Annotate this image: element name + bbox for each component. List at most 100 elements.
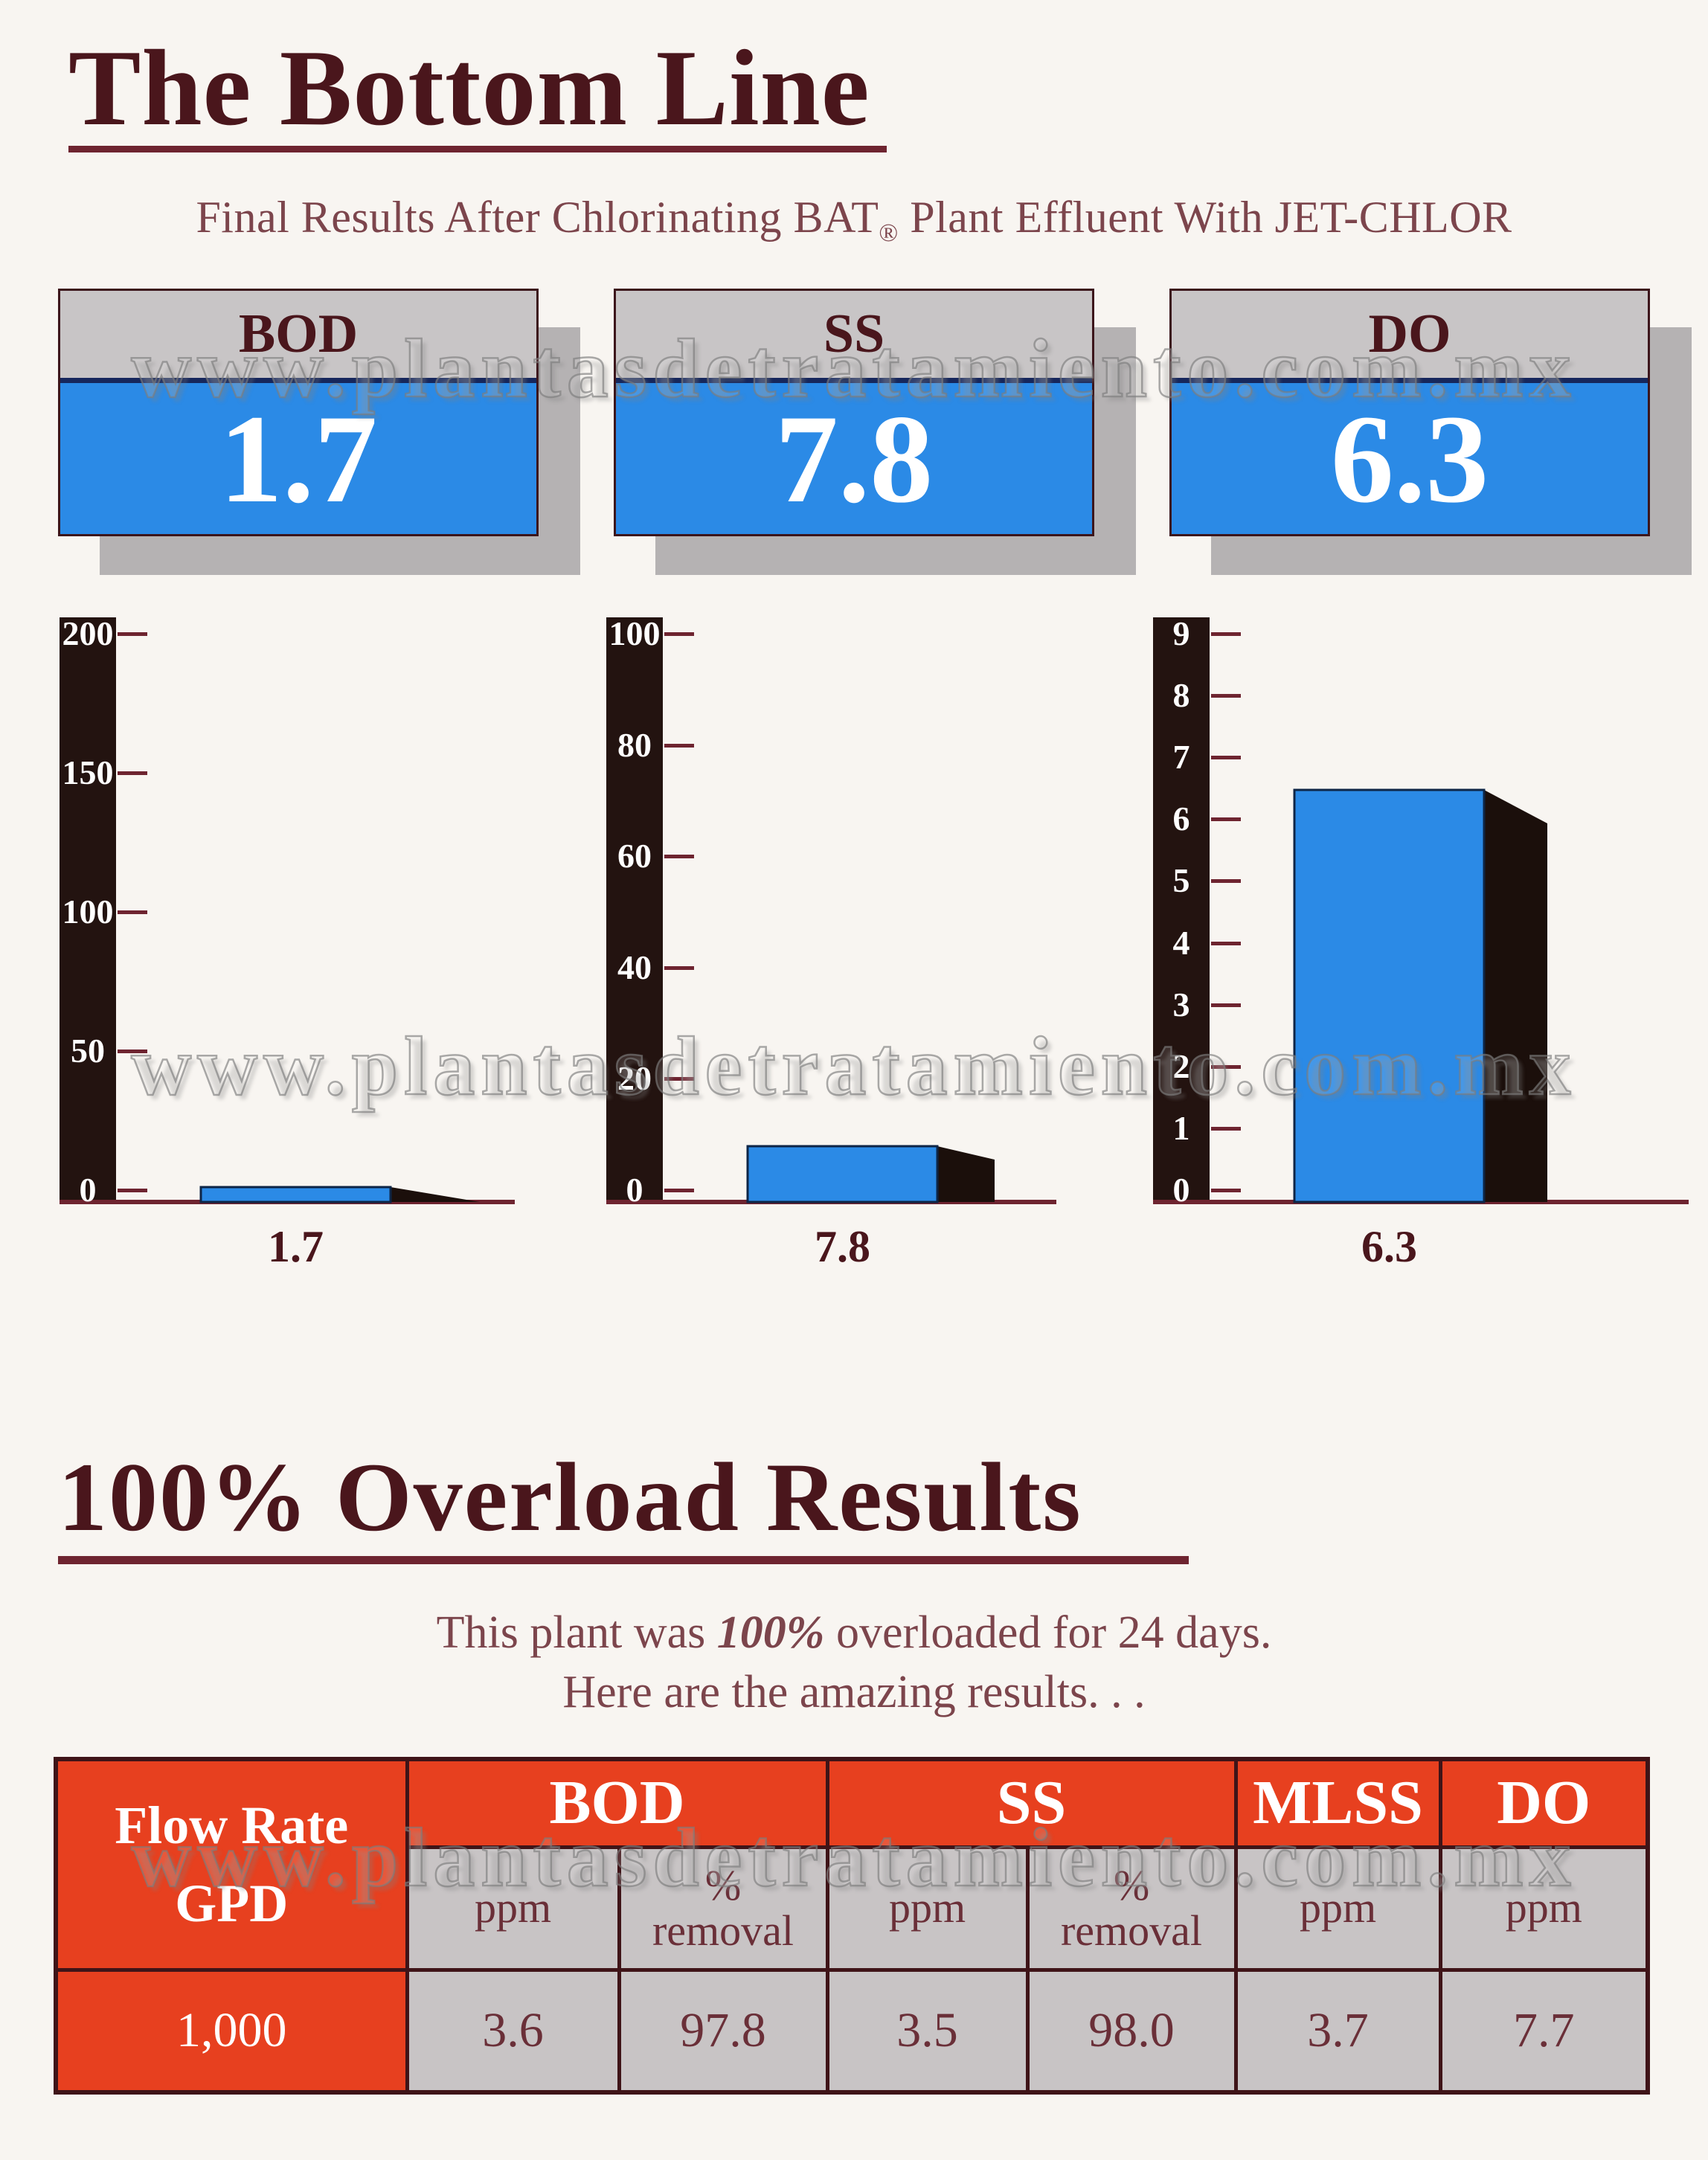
subheader-ss-ppm: ppm (825, 1845, 1030, 1972)
axis-tick-mark (1211, 1003, 1241, 1007)
chart-bod: 1.7 200 150 100 50 0 (41, 614, 584, 1287)
axis-tick-mark (664, 743, 694, 748)
subheader-bod-removal: % removal (617, 1845, 829, 1972)
col-header-mlss: MLSS (1233, 1757, 1442, 1849)
overload-underline (58, 1556, 1189, 1564)
cell-bod-removal: 97.8 (617, 1967, 829, 2095)
axis-tick-label: 100 (62, 893, 114, 930)
axis-tick-mark (1211, 756, 1241, 760)
overload-line2: Here are the amazing results. . . (562, 1667, 1146, 1717)
axis-tick-mark (118, 1050, 147, 1053)
bar-value-label: 1.7 (268, 1222, 324, 1271)
axis-tick-mark (1211, 1064, 1241, 1069)
axis-tick-mark (118, 910, 147, 914)
axis-tick-label: 50 (71, 1032, 105, 1070)
subheader-bod-ppm: ppm (405, 1845, 621, 1972)
overload-title: 100% Overload Results (58, 1442, 1082, 1552)
overload-line1-emphasis: 100% (716, 1607, 825, 1658)
card-label: SS (616, 291, 1092, 378)
axis-tick-mark (1211, 1189, 1241, 1192)
stat-card-bod: BOD 1.7 (58, 289, 580, 575)
axis-tick-mark (118, 771, 147, 775)
table-header-row: Flow Rate GPD BOD SS MLSS DO (54, 1757, 1650, 1972)
axis-tick-mark (664, 1189, 694, 1192)
axis-tick-mark (664, 632, 694, 636)
stat-card-ss: SS 7.8 (614, 289, 1136, 575)
stat-cards-row: BOD 1.7 SS 7.8 DO 6.3 (58, 289, 1692, 586)
cell-mlss-ppm: 3.7 (1233, 1967, 1442, 2095)
axis-tick-label: 0 (1172, 1171, 1190, 1209)
axis-tick-label: 60 (617, 837, 652, 875)
cell-ss-ppm: 3.5 (825, 1967, 1030, 2095)
axis-tick-label: 0 (626, 1171, 643, 1209)
subheader-ss-removal: % removal (1025, 1845, 1238, 1972)
col-header-bod: BOD (405, 1757, 829, 1849)
card-body: SS 7.8 (614, 289, 1094, 536)
chart-axis-column (1153, 617, 1210, 1201)
card-value: 6.3 (1172, 378, 1648, 534)
bar-3d (1293, 788, 1547, 1203)
overload-line1-pre: This plant was (436, 1607, 717, 1658)
axis-tick-label: 5 (1172, 861, 1190, 900)
stat-card-do: DO 6.3 (1169, 289, 1692, 575)
axis-tick-label: 200 (62, 614, 114, 652)
axis-tick-label: 6 (1172, 800, 1190, 838)
card-label: DO (1172, 291, 1648, 378)
axis-tick-mark (118, 632, 147, 636)
cell-bod-ppm: 3.6 (405, 1967, 621, 2095)
axis-tick-label: 2 (1172, 1047, 1190, 1085)
subtitle-text-pre: Final Results After Chlorinating BAT (196, 193, 879, 242)
overload-line1-post: overloaded for 24 days. (824, 1607, 1272, 1658)
col-header-flow-rate: Flow Rate GPD (54, 1757, 409, 1972)
axis-tick-label: 9 (1172, 614, 1190, 652)
axis-tick-label: 7 (1172, 738, 1190, 777)
card-body: BOD 1.7 (58, 289, 539, 536)
axis-tick-mark (664, 855, 694, 859)
subtitle-text-post: Plant Effluent With JET-CHLOR (898, 193, 1512, 242)
chart-axis-column (60, 617, 116, 1201)
axis-tick-label: 100 (609, 614, 661, 652)
axis-tick-mark (1211, 941, 1241, 945)
card-label: BOD (60, 291, 536, 378)
subtitle: Final Results After Chlorinating BAT® Pl… (0, 192, 1708, 248)
cell-do-ppm: 7.7 (1438, 1967, 1650, 2095)
card-value: 7.8 (616, 378, 1092, 534)
col-header-do: DO (1438, 1757, 1650, 1849)
chart-ss: 7.8 100 80 60 40 20 0 (588, 614, 1131, 1287)
subheader-mlss-ppm: ppm (1233, 1845, 1442, 1972)
chart-do: 6.3 9 8 7 6 5 4 3 2 1 0 (1134, 614, 1689, 1287)
axis-tick-label: 8 (1172, 676, 1190, 715)
axis-tick-label: 40 (617, 948, 652, 986)
table-subheader-row: ppm % removal ppm % removal ppm ppm (56, 1845, 1650, 1972)
axis-tick-mark (1211, 817, 1241, 822)
chart-axis-column (606, 617, 663, 1201)
axis-tick-label: 80 (617, 725, 652, 764)
card-value: 1.7 (60, 378, 536, 534)
axis-tick-label: 3 (1172, 985, 1190, 1023)
axis-tick-label: 0 (79, 1171, 97, 1209)
bar-value-label: 7.8 (815, 1222, 870, 1271)
axis-tick-mark (1211, 632, 1241, 636)
bar-3d (746, 1145, 995, 1203)
results-table: Flow Rate GPD BOD SS MLSS DO ppm % remov… (54, 1757, 1650, 2095)
title-underline (68, 146, 887, 152)
col-header-ss: SS (825, 1757, 1238, 1849)
axis-tick-label: 4 (1172, 923, 1190, 962)
cell-flow-rate: 1,000 (54, 1967, 409, 2095)
subheader-do-ppm: ppm (1438, 1845, 1650, 1972)
axis-tick-label: 1 (1172, 1108, 1190, 1147)
card-body: DO 6.3 (1169, 289, 1650, 536)
cell-ss-removal: 98.0 (1025, 1967, 1238, 2095)
axis-tick-mark (664, 1077, 694, 1081)
axis-tick-mark (1211, 879, 1241, 884)
table-data-row: 1,000 3.6 97.8 3.5 98.0 3.7 7.7 (54, 1967, 1650, 2095)
axis-tick-label: 20 (617, 1059, 652, 1098)
axis-tick-label: 150 (62, 753, 114, 791)
axis-tick-mark (1211, 694, 1241, 698)
overload-line1: This plant was 100% overloaded for 24 da… (0, 1607, 1708, 1659)
axis-tick-mark (1211, 1126, 1241, 1131)
bar-3d (199, 1186, 480, 1203)
axis-tick-mark (664, 965, 694, 970)
